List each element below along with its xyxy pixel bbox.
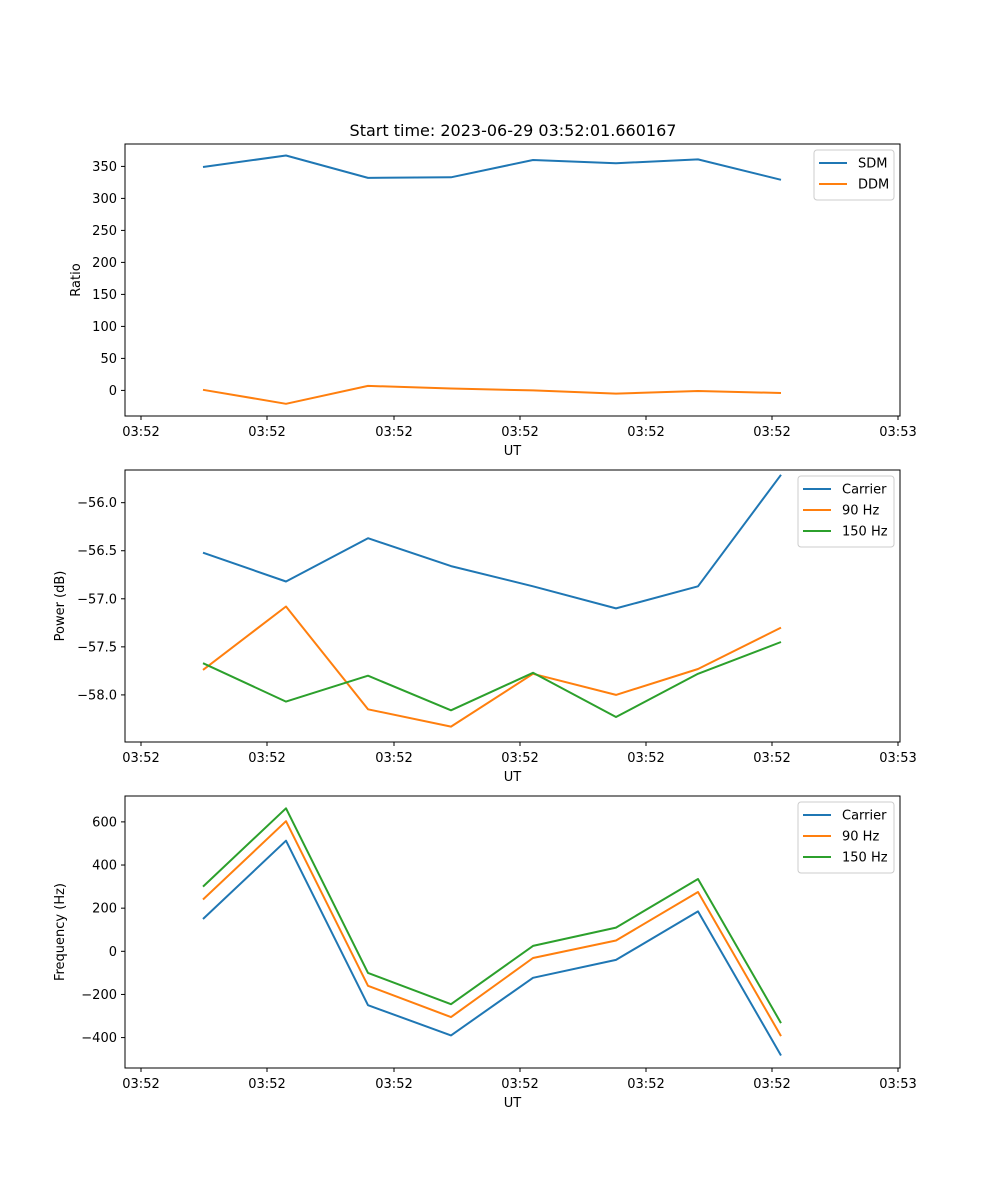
legend: SDM DDM xyxy=(813,149,895,201)
axes-frame xyxy=(124,469,901,743)
y-tick-label: −56.5 xyxy=(77,544,117,559)
x-tick-label: 03:52 xyxy=(375,751,412,766)
y-tick-label: −400 xyxy=(81,1031,117,1046)
x-tick-label: 03:53 xyxy=(879,425,916,440)
x-tick-label: 03:52 xyxy=(248,751,285,766)
x-tick-label: 03:52 xyxy=(375,1077,412,1092)
x-tick-label: 03:52 xyxy=(122,1077,159,1092)
y-axis-label: Ratio xyxy=(69,263,84,296)
y-axis-label: Power (dB) xyxy=(53,571,68,642)
y-tick-label: −57.0 xyxy=(77,592,117,607)
y-tick-label: 200 xyxy=(92,902,117,917)
series-line-90-hz xyxy=(202,820,782,1037)
subplots: 03:52 03:52 03:52 03:52 03:52 03:52 03:53 0 50 10… xyxy=(53,143,917,1111)
legend-label: 90 Hz xyxy=(842,504,879,519)
x-tick-label: 03:53 xyxy=(879,751,916,766)
x-axis-label: UT xyxy=(504,770,522,785)
x-tick-label: 03:52 xyxy=(501,751,538,766)
y-tick-label: 0 xyxy=(109,945,117,960)
legend: Carrier 90 Hz 150 Hz xyxy=(797,475,895,548)
y-tick-label: 250 xyxy=(92,224,117,239)
series-line-150-hz xyxy=(202,807,782,1024)
series-line-150-hz xyxy=(202,641,782,718)
y-tick-label: −58.0 xyxy=(77,688,117,703)
x-tick-label: 03:52 xyxy=(627,1077,664,1092)
x-tick-label: 03:52 xyxy=(501,1077,538,1092)
y-tick-label: 200 xyxy=(92,256,117,271)
y-tick-label: 300 xyxy=(92,192,117,207)
y-tick-label: 400 xyxy=(92,859,117,874)
x-tick-label: 03:52 xyxy=(627,751,664,766)
y-tick-label: 150 xyxy=(92,288,117,303)
y-tick-label: −56.0 xyxy=(77,496,117,511)
legend-label: 150 Hz xyxy=(842,525,888,540)
legend-label: Carrier xyxy=(842,809,887,824)
legend-label: 90 Hz xyxy=(842,830,879,845)
subplot-2: 03:52 03:52 03:52 03:52 03:52 03:52 03:53 −56.0… xyxy=(53,469,917,785)
legend-box xyxy=(797,475,895,548)
x-tick-label: 03:52 xyxy=(248,1077,285,1092)
x-tick-label: 03:52 xyxy=(122,425,159,440)
y-tick-label: 0 xyxy=(109,384,117,399)
legend-box xyxy=(797,801,895,874)
x-tick-label: 03:52 xyxy=(375,425,412,440)
axes-frame xyxy=(124,143,901,417)
subplot-3: 03:52 03:52 03:52 03:52 03:52 03:52 03:53 600 40… xyxy=(53,795,917,1111)
legend-label: 150 Hz xyxy=(842,851,888,866)
x-tick-label: 03:52 xyxy=(501,425,538,440)
legend-label: Carrier xyxy=(842,483,887,498)
x-axis-label: UT xyxy=(504,1096,522,1111)
x-tick-label: 03:52 xyxy=(627,425,664,440)
series-line-sdm xyxy=(202,154,782,181)
x-tick-label: 03:52 xyxy=(753,1077,790,1092)
y-tick-label: 350 xyxy=(92,160,117,175)
series-line-carrier xyxy=(202,839,782,1056)
subplot-1: 03:52 03:52 03:52 03:52 03:52 03:52 03:53 0 50 10… xyxy=(69,143,917,459)
series-line-90-hz xyxy=(202,605,782,728)
x-tick-label: 03:53 xyxy=(879,1077,916,1092)
y-tick-label: −200 xyxy=(81,988,117,1003)
y-axis-label: Frequency (Hz) xyxy=(53,883,68,981)
y-tick-label: 50 xyxy=(100,352,117,367)
y-tick-label: −57.5 xyxy=(77,640,117,655)
legend-label: SDM xyxy=(858,157,887,172)
y-tick-label: 600 xyxy=(92,815,117,830)
series-line-carrier xyxy=(202,474,782,610)
x-tick-label: 03:52 xyxy=(122,751,159,766)
legend-label: DDM xyxy=(858,178,889,193)
x-axis-label: UT xyxy=(504,444,522,459)
legend: Carrier 90 Hz 150 Hz xyxy=(797,801,895,874)
x-tick-label: 03:52 xyxy=(248,425,285,440)
chart-title: Start time: 2023-06-29 03:52:01.660167 xyxy=(350,121,677,140)
x-tick-label: 03:52 xyxy=(753,425,790,440)
series-line-ddm xyxy=(202,384,782,405)
y-tick-label: 100 xyxy=(92,320,117,335)
axes-frame xyxy=(124,795,901,1069)
x-tick-label: 03:52 xyxy=(753,751,790,766)
